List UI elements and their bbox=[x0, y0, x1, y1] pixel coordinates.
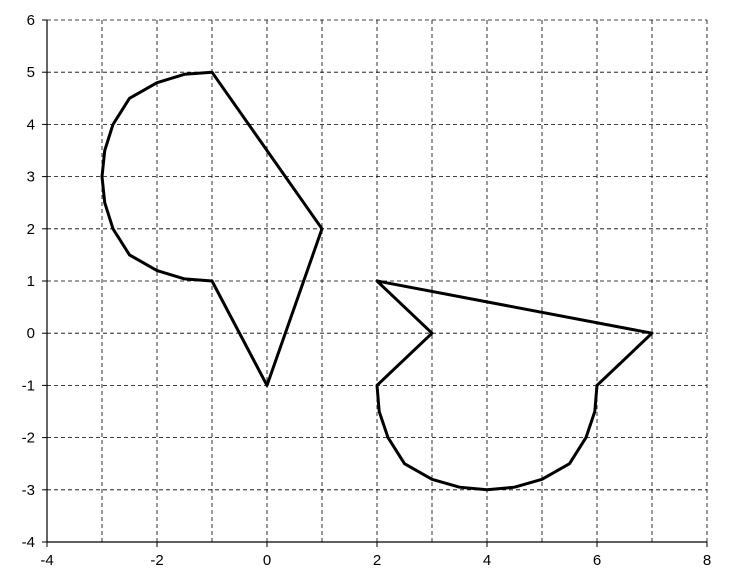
y-tick-label: 4 bbox=[27, 116, 35, 133]
x-tick-label: 4 bbox=[483, 552, 491, 569]
y-tick-label: 0 bbox=[27, 325, 35, 342]
y-tick-label: -3 bbox=[22, 482, 35, 499]
y-tick-label: -1 bbox=[22, 377, 35, 394]
axes bbox=[42, 19, 708, 547]
x-tick-label: 2 bbox=[373, 552, 381, 569]
x-tick-label: -2 bbox=[150, 552, 163, 569]
tick-labels: -4 -2 0 2 4 6 8 -4 -3 -2 -1 0 1 2 3 4 5 6 bbox=[22, 12, 712, 569]
x-tick-label: -4 bbox=[40, 552, 53, 569]
y-tick-label: -4 bbox=[22, 534, 35, 551]
series-line-1 bbox=[100, 70, 324, 387]
x-tick-label: 0 bbox=[263, 552, 271, 569]
y-tick-label: 1 bbox=[27, 273, 35, 290]
series-group bbox=[100, 70, 654, 492]
y-tick-label: 3 bbox=[27, 169, 35, 186]
y-tick-label: 2 bbox=[27, 221, 35, 238]
x-tick-label: 8 bbox=[703, 552, 711, 569]
series-line-2 bbox=[375, 279, 654, 492]
x-tick-label: 6 bbox=[593, 552, 601, 569]
y-tick-label: -2 bbox=[22, 430, 35, 447]
y-tick-label: 5 bbox=[27, 64, 35, 81]
y-tick-label: 6 bbox=[27, 12, 35, 29]
